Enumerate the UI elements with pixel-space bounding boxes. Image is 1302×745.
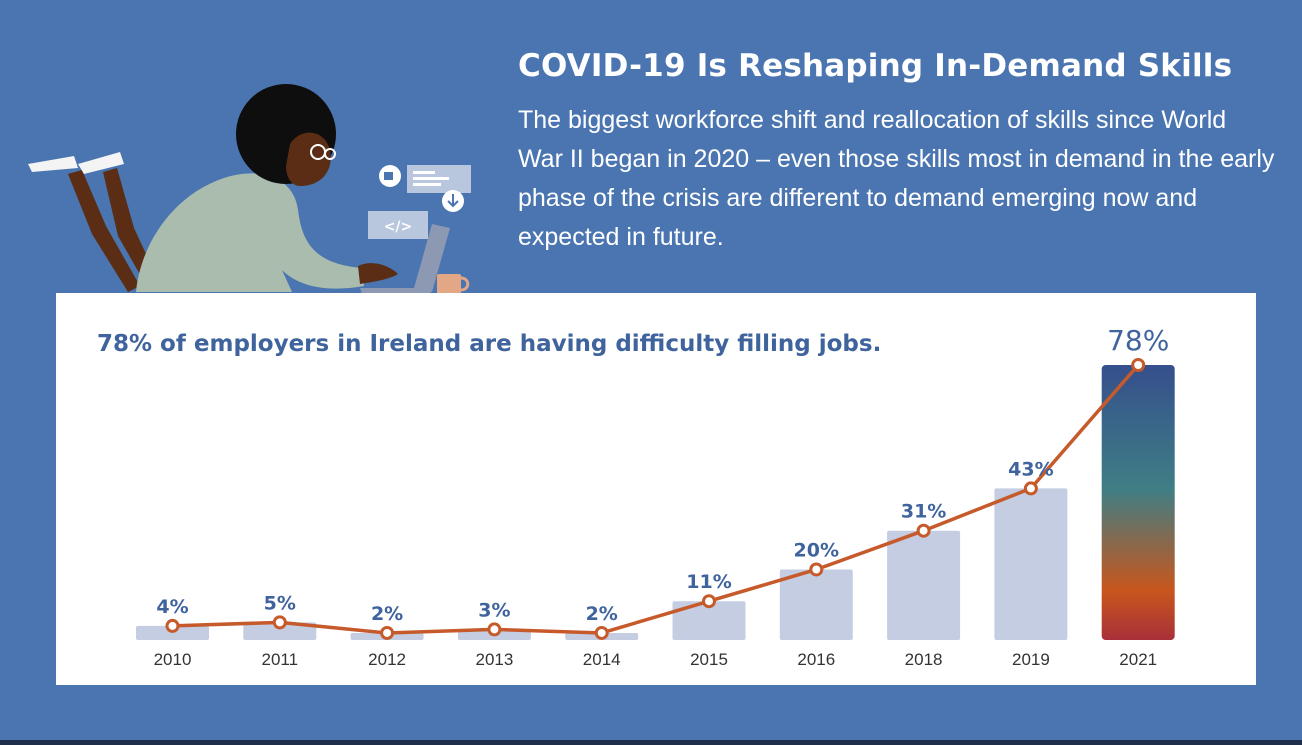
trend-marker-2021 — [1131, 358, 1146, 372]
head — [236, 84, 336, 186]
bar-2015 — [672, 601, 746, 640]
value-label-2016: 20% — [794, 539, 839, 561]
trend-line-group — [165, 358, 1146, 640]
value-label-2012: 2% — [371, 603, 403, 625]
x-tick-2013: 2013 — [475, 650, 513, 669]
intro-text: The biggest workforce shift and realloca… — [518, 106, 1275, 251]
x-tick-2010: 2010 — [154, 650, 192, 669]
coffee-mug-icon — [437, 274, 470, 294]
bar-2021 — [1101, 365, 1175, 640]
laptop-icon — [360, 224, 450, 294]
bar-2018 — [887, 530, 961, 640]
torso — [136, 173, 364, 292]
value-label-2019: 43% — [1008, 458, 1053, 480]
bar-2019 — [994, 488, 1068, 640]
bar-chart: 4% 5% 2% 3% 2%11%20%31%43%78%2010 2011 2012 201… — [136, 324, 1175, 669]
trend-marker-2013 — [487, 622, 502, 637]
value-label-2018: 31% — [901, 501, 946, 523]
x-tick-2014: 2014 — [583, 650, 621, 669]
x-tick-2021: 2021 — [1119, 650, 1157, 669]
value-label-2013: 3% — [478, 599, 510, 621]
trend-marker-2019 — [1023, 481, 1038, 496]
chart-title: 78% of employers in Ireland are having d… — [97, 331, 882, 357]
sneakers — [28, 152, 124, 174]
value-label-2011: 5% — [264, 592, 296, 614]
bar-2010 — [136, 625, 209, 640]
bottom-edge — [0, 740, 1302, 745]
x-tick-2018: 2018 — [905, 650, 943, 669]
trend-marker-2018 — [916, 523, 931, 538]
page-title: COVID-19 Is Reshaping In-Demand Skills — [518, 48, 1233, 84]
hand — [358, 263, 398, 284]
value-label-2014: 2% — [586, 603, 618, 625]
x-tick-2015: 2015 — [690, 650, 728, 669]
trend-marker-2014 — [594, 625, 609, 640]
trend-marker-2010 — [165, 618, 180, 633]
value-label-2010: 4% — [156, 596, 188, 618]
chat-lines-icon — [407, 165, 471, 193]
bar-2016 — [779, 569, 853, 640]
x-tick-2011: 2011 — [262, 650, 299, 669]
value-labels: 4% 5% 2% 3% 2% 11% 20% 31% 43% 78% — [156, 324, 1169, 625]
chart-panel: 78% of employers in Ireland are having d… — [56, 293, 1256, 685]
x-axis-ticks: 2010 2011 2012 2013 2014 2015 2016 2018 2019 2021 — [154, 650, 1158, 669]
trend-marker-2016 — [809, 562, 824, 577]
value-label-2015: 11% — [686, 571, 731, 593]
x-tick-2012: 2012 — [368, 650, 406, 669]
code-tag-icon: </> — [368, 211, 428, 239]
value-label-2021: 78% — [1107, 324, 1169, 357]
download-icon — [442, 190, 464, 212]
video-camera-icon — [379, 165, 401, 187]
bar-2011 — [243, 622, 317, 640]
trend-marker-2015 — [702, 594, 716, 609]
x-tick-2016: 2016 — [797, 650, 835, 669]
code-tag-text: </> — [384, 219, 413, 235]
trend-marker-2012 — [380, 625, 395, 640]
x-tick-2019: 2019 — [1012, 650, 1050, 669]
bars — [136, 365, 1175, 640]
woman-with-laptop-illustration: </> — [28, 84, 471, 294]
trend-marker-2011 — [272, 615, 287, 630]
trend-line — [172, 363, 1140, 635]
